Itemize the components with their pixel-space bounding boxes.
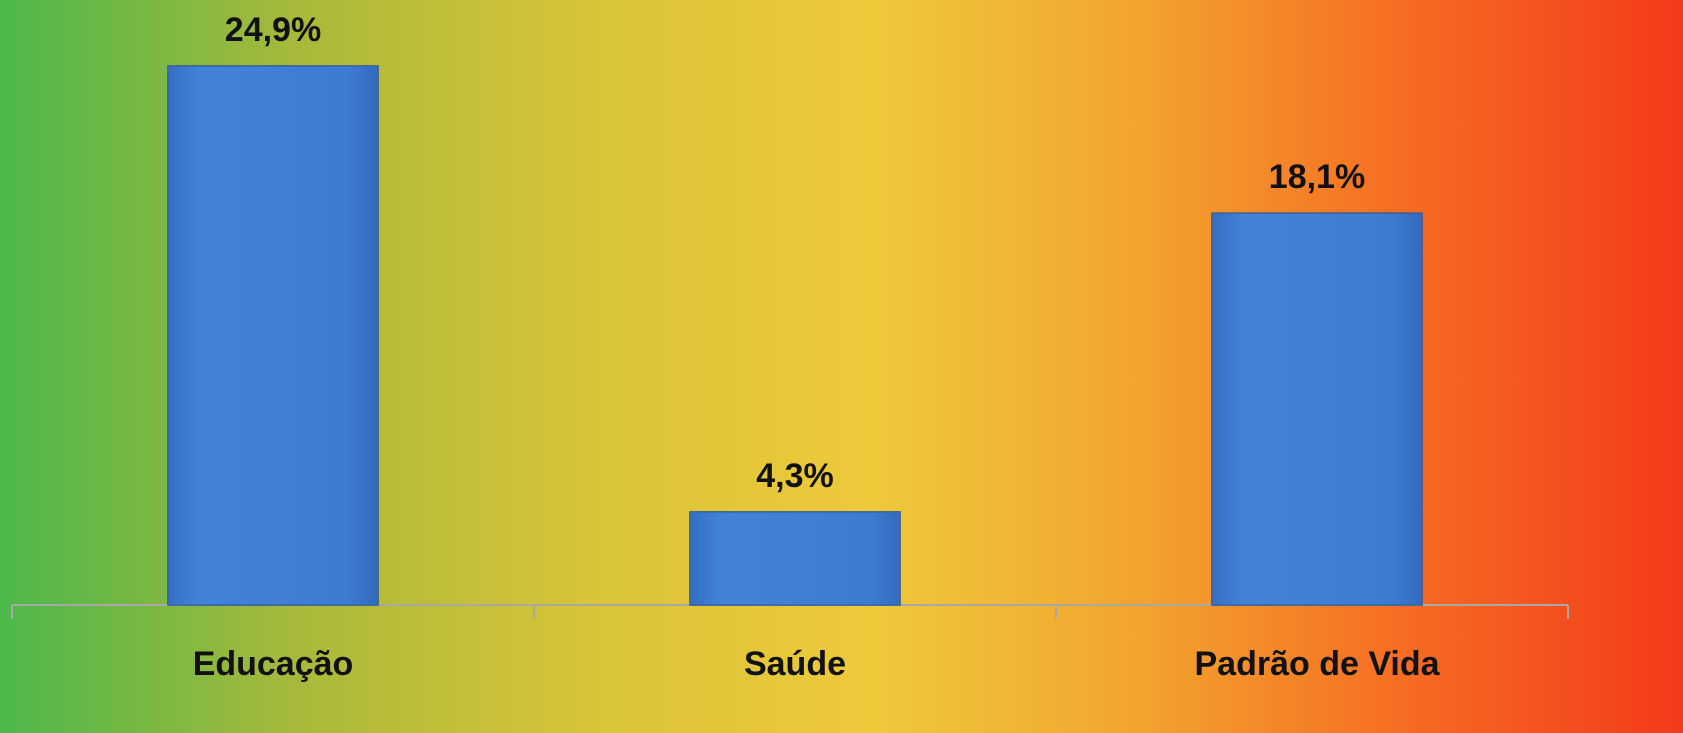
bar	[689, 511, 901, 606]
x-tick-label: Padrão de Vida	[1194, 645, 1440, 683]
x-tick-label: Saúde	[744, 645, 846, 683]
bar-tint	[168, 66, 378, 605]
bar	[167, 65, 379, 606]
bar	[1211, 212, 1423, 606]
value-label: 18,1%	[1269, 158, 1365, 196]
value-label: 24,9%	[225, 11, 321, 49]
bar-tint	[690, 511, 900, 605]
bar-tint	[1212, 213, 1422, 606]
x-tick-label: Educação	[193, 645, 354, 683]
value-label: 4,3%	[756, 457, 834, 495]
